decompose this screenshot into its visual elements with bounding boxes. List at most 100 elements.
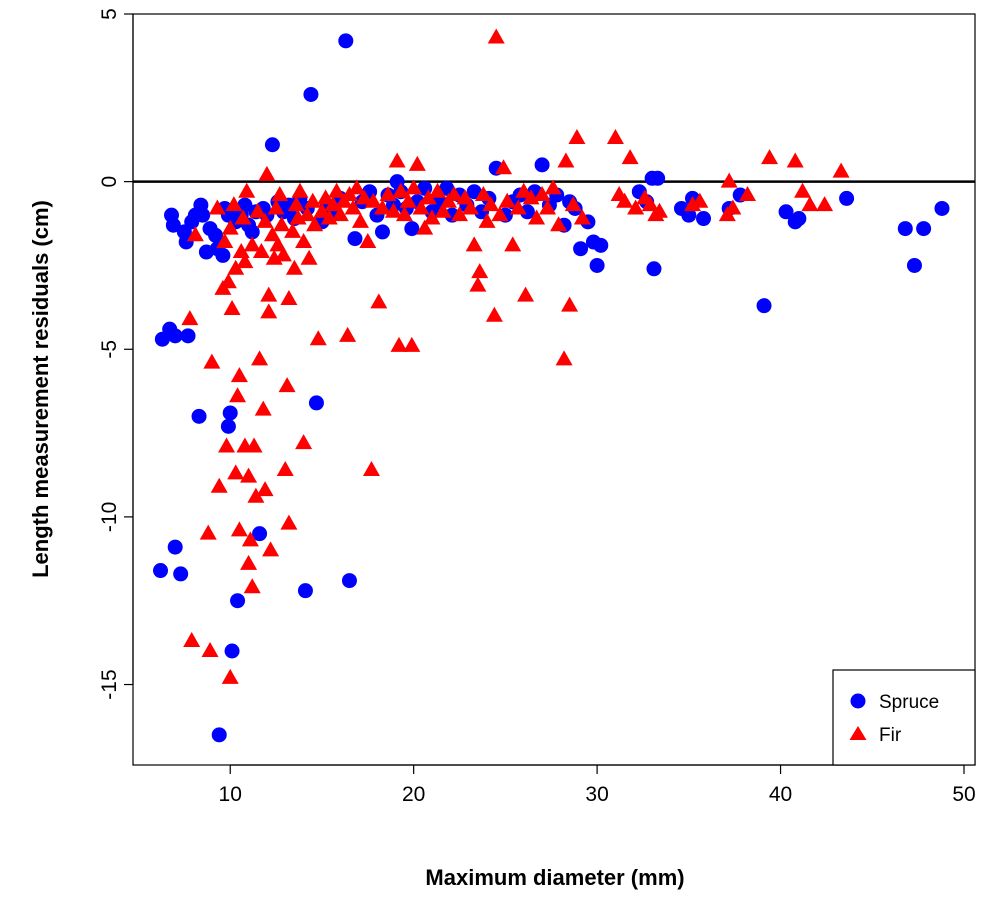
y-tick-label: 0 [98,176,121,188]
spruce-point [191,408,207,424]
fir-point [309,330,327,346]
fir-point [300,249,318,265]
fir-point [515,182,533,198]
fir-point [221,219,239,235]
legend-fir-marker [849,726,867,740]
fir-point [186,226,204,242]
fir-point [313,202,331,218]
fir-point [395,206,413,222]
fir-point [487,28,505,44]
legend-spruce-label: Spruce [879,692,939,713]
fir-point [504,236,522,252]
fir-point [456,189,474,205]
fir-point [247,487,265,503]
spruce-point [338,33,354,49]
spruce-point [230,593,246,609]
fir-point [201,642,219,658]
fir-point [256,212,274,228]
fir-point [641,196,659,212]
fir-point [555,350,573,366]
fir-point [210,477,228,493]
fir-point [370,293,388,309]
fir-point [564,196,582,212]
fir-point [621,149,639,165]
fir-point [221,668,239,684]
y-tick-label: -15 [98,669,121,699]
series-fir [181,28,850,684]
fir-point [240,554,258,570]
spruce-point [167,328,183,344]
fir-point [517,286,535,302]
fir-point [392,182,410,198]
fir-point [274,246,292,262]
x-axis: 10 20 30 40 50 [219,764,976,806]
x-tick-label: 50 [952,783,975,806]
fir-point [285,259,303,275]
fir-point [616,192,634,208]
spruce-point [650,170,666,186]
fir-point [284,222,302,238]
y-axis-title: Length measurement residuals (cm) [28,200,53,578]
spruce-point [208,227,224,243]
spruce-point [934,200,950,216]
fir-point [256,481,274,497]
fir-point [451,206,469,222]
spruce-point [593,237,609,253]
x-tick-label: 30 [585,783,608,806]
spruce-point [778,204,794,220]
fir-point [260,303,278,319]
fir-point [399,192,417,208]
spruce-point [374,224,390,240]
fir-point [478,212,496,228]
fir-point [263,226,281,242]
fir-point [474,186,492,202]
spruce-point [252,526,268,542]
spruce-point [347,231,363,247]
fir-point [230,521,248,537]
fir-point [317,189,335,205]
fir-point [304,192,322,208]
fir-point [339,326,357,342]
fir-point [306,216,324,232]
fir-point [351,212,369,228]
fir-point [208,199,226,215]
spruce-point [573,241,589,257]
fir-point [816,196,834,212]
fir-point [724,199,742,215]
fir-point [786,152,804,168]
fir-point [227,259,245,275]
legend: Spruce Fir [832,669,976,766]
fir-point [416,219,434,235]
fir-point [240,467,258,483]
fir-point [280,514,298,530]
fir-point [509,199,527,215]
fir-point [287,196,305,212]
y-tick-label: -5 [98,340,121,359]
spruce-point [916,221,932,237]
fir-point [373,199,391,215]
fir-point [403,336,421,352]
spruce-point [439,180,455,196]
fir-point [469,276,487,292]
fir-point [229,387,247,403]
fir-point [832,162,850,178]
fir-point [423,209,441,225]
spruce-point [222,405,238,421]
fir-point [276,460,294,476]
spruce-point [224,643,240,659]
fir-point [498,192,516,208]
fir-point [219,273,237,289]
spruce-point [341,573,357,589]
fir-point [254,400,272,416]
spruce-point [897,221,913,237]
spruce-point [180,328,196,344]
fir-point [223,300,241,316]
spruce-point [696,211,712,227]
spruce-point [237,197,253,213]
fir-point [271,186,289,202]
fir-point [260,286,278,302]
fir-point [539,199,557,215]
fir-point [412,199,430,215]
y-axis: 5 0 -5 -10 -15 [98,8,134,700]
